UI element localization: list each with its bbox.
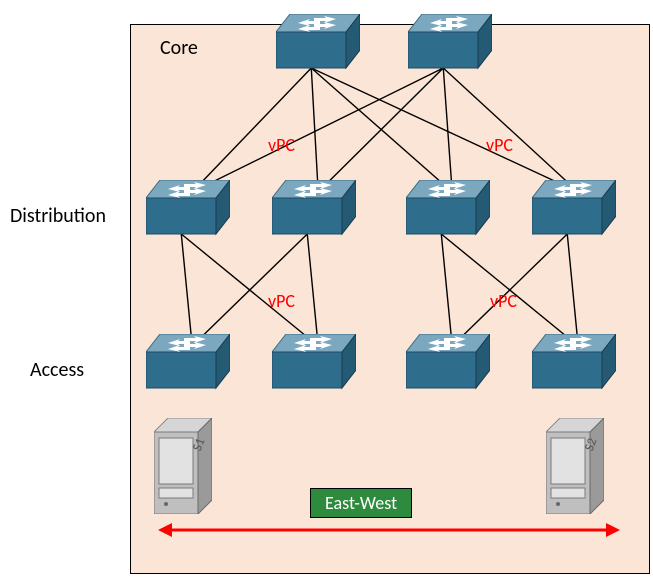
- switch-dist1: [146, 180, 230, 234]
- switch-acc4: [532, 334, 616, 388]
- vpc-label-top-right: vPC: [486, 134, 513, 156]
- switch-core1: [276, 14, 360, 68]
- switch-acc3: [406, 334, 490, 388]
- server-s2: S2: [546, 418, 604, 514]
- vpc-label-mid-right: vPC: [490, 290, 517, 312]
- label-access: Access: [30, 358, 84, 382]
- east-west-arrow: [144, 516, 634, 544]
- switch-dist3: [406, 180, 490, 234]
- diagram-stage: S1 S2 Core Distribution Access vPC vPC v…: [0, 0, 653, 578]
- switch-acc2: [272, 334, 356, 388]
- switch-dist4: [532, 180, 616, 234]
- server-s1: S1: [154, 418, 212, 514]
- switch-core2: [408, 14, 492, 68]
- east-west-label: East-West: [310, 488, 412, 518]
- label-core: Core: [160, 36, 198, 60]
- vpc-label-top-left: vPC: [268, 134, 295, 156]
- label-distribution: Distribution: [10, 204, 106, 228]
- vpc-label-mid-left: vPC: [268, 290, 295, 312]
- switch-dist2: [272, 180, 356, 234]
- switch-acc1: [146, 334, 230, 388]
